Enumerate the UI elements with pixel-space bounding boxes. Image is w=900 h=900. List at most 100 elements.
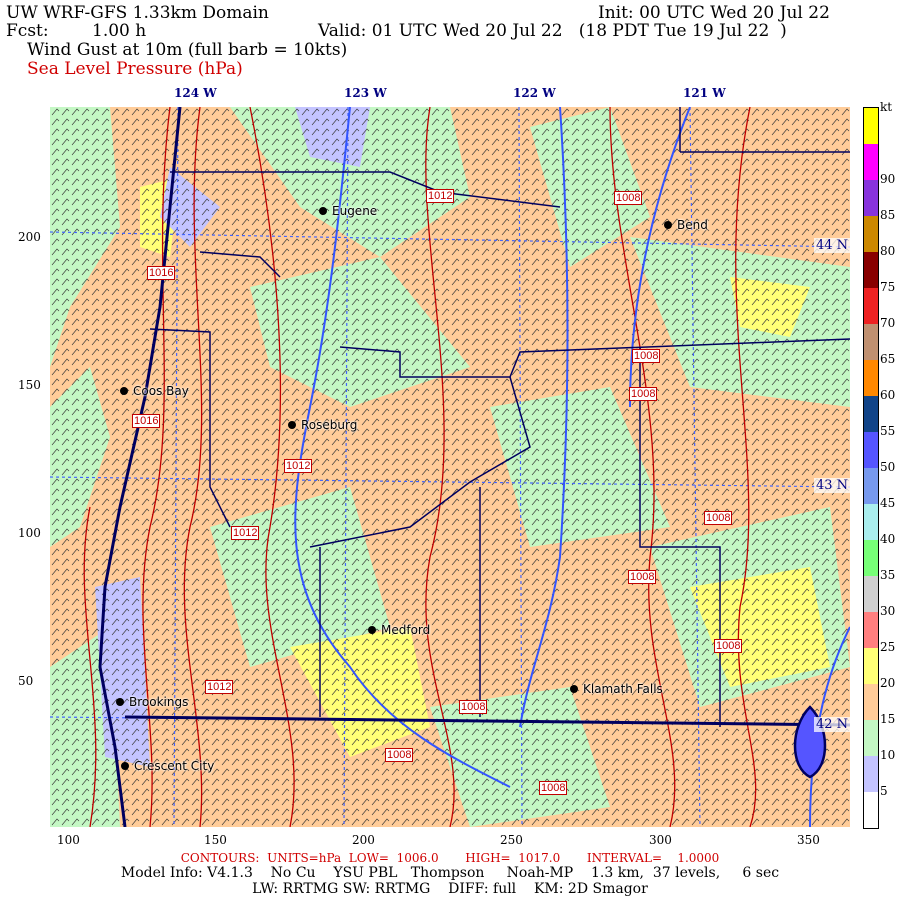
contour-label: 1008 xyxy=(704,511,733,525)
physics-info: LW: RRTMG SW: RRTMG DIFF: full KM: 2D Sm… xyxy=(252,881,648,897)
y-tick: 50 xyxy=(18,674,34,688)
contour-label: 1008 xyxy=(632,349,661,363)
colorbar-label: 20 xyxy=(880,676,896,690)
colorbar-label: 80 xyxy=(880,244,896,258)
contour-label: 1008 xyxy=(459,700,488,714)
contour-label: 1012 xyxy=(426,189,455,203)
colorbar-swatch xyxy=(864,288,878,324)
contour-label: 1016 xyxy=(147,266,176,280)
colorbar-label: 65 xyxy=(880,352,896,366)
colorbar xyxy=(863,107,879,829)
colorbar-swatch xyxy=(864,324,878,360)
colorbar-swatch xyxy=(864,468,878,504)
y-tick: 100 xyxy=(18,526,41,540)
contour-label: 1008 xyxy=(629,387,658,401)
city-marker xyxy=(368,626,376,634)
city-label: Crescent City xyxy=(134,759,215,773)
lon-label: 123 W xyxy=(344,86,387,100)
model-title: UW WRF-GFS 1.33km Domain xyxy=(6,3,269,23)
colorbar-swatch xyxy=(864,252,878,288)
colorbar-swatch xyxy=(864,180,878,216)
model-info: Model Info: V4.1.3 No Cu YSU PBL Thompso… xyxy=(120,865,780,881)
colorbar-label: 70 xyxy=(880,316,896,330)
city-marker xyxy=(116,698,124,706)
field-wind-gust: Wind Gust at 10m (full barb = 10kts) xyxy=(27,40,348,60)
colorbar-swatch xyxy=(864,108,878,144)
city-label: Eugene xyxy=(332,204,378,218)
colorbar-swatch xyxy=(864,144,878,180)
field-slp: Sea Level Pressure (hPa) xyxy=(27,59,243,79)
rivers xyxy=(294,107,850,827)
y-tick: 150 xyxy=(18,378,41,392)
city-label: Klamath Falls xyxy=(583,682,663,696)
county-borders xyxy=(149,107,850,727)
colorbar-label: 45 xyxy=(880,496,896,510)
colorbar-label: 30 xyxy=(880,604,896,618)
contour-label: 1012 xyxy=(205,680,234,694)
city-label: Roseburg xyxy=(301,418,358,432)
wind-barbs xyxy=(50,107,850,827)
colorbar-label: 35 xyxy=(880,568,896,582)
city-marker xyxy=(570,685,578,693)
colorbar-swatch xyxy=(864,612,878,648)
city-marker xyxy=(121,762,129,770)
contour-label: 1012 xyxy=(284,459,313,473)
map-plot xyxy=(50,107,850,827)
colorbar-unit: kt xyxy=(880,100,893,114)
colorbar-swatch xyxy=(864,540,878,576)
lat-label: 43 N xyxy=(814,478,851,493)
colorbar-swatch xyxy=(864,576,878,612)
colorbar-swatch xyxy=(864,504,878,540)
city-label: Brookings xyxy=(129,695,189,709)
contour-label: 1008 xyxy=(539,781,568,795)
x-tick: 350 xyxy=(797,833,820,847)
lon-label: 121 W xyxy=(683,86,726,100)
colorbar-label: 90 xyxy=(880,172,896,186)
colorbar-label: 25 xyxy=(880,640,896,654)
contour-info: CONTOURS: UNITS=hPa LOW= 1006.0 HIGH= 10… xyxy=(180,851,720,865)
colorbar-label: 50 xyxy=(880,460,896,474)
colorbar-label: 55 xyxy=(880,424,896,438)
x-tick: 300 xyxy=(649,833,672,847)
forecast-label: Fcst: xyxy=(6,21,49,41)
city-marker xyxy=(664,221,672,229)
lon-label: 122 W xyxy=(513,86,556,100)
city-label: Medford xyxy=(381,623,431,637)
city-marker xyxy=(319,207,327,215)
colorbar-swatch xyxy=(864,756,878,792)
lat-label: 42 N xyxy=(814,717,851,732)
pressure-contours xyxy=(83,107,757,827)
colorbar-label: 60 xyxy=(880,388,896,402)
colorbar-label: 10 xyxy=(880,748,896,762)
colorbar-swatch xyxy=(864,792,878,828)
colorbar-swatch xyxy=(864,216,878,252)
init-time: Init: 00 UTC Wed 20 Jul 22 xyxy=(598,3,830,23)
x-tick: 100 xyxy=(57,833,80,847)
colorbar-swatch xyxy=(864,396,878,432)
contour-label: 1016 xyxy=(132,414,161,428)
colorbar-label: 75 xyxy=(880,280,896,294)
contour-label: 1008 xyxy=(714,639,743,653)
x-tick: 150 xyxy=(204,833,227,847)
colorbar-swatch xyxy=(864,684,878,720)
colorbar-swatch xyxy=(864,360,878,396)
contour-label: 1008 xyxy=(628,570,657,584)
x-tick: 200 xyxy=(352,833,375,847)
colorbar-swatch xyxy=(864,648,878,684)
contour-label: 1008 xyxy=(614,191,643,205)
valid-time: Valid: 01 UTC Wed 20 Jul 22 (18 PDT Tue … xyxy=(318,21,787,41)
colorbar-label: 5 xyxy=(880,784,888,798)
colorbar-label: 85 xyxy=(880,208,896,222)
y-tick: 200 xyxy=(18,230,41,244)
city-marker xyxy=(288,421,296,429)
contour-label: 1012 xyxy=(231,526,260,540)
x-tick: 250 xyxy=(500,833,523,847)
city-label: Bend xyxy=(677,218,708,232)
colorbar-swatch xyxy=(864,432,878,468)
contour-label: 1008 xyxy=(385,748,414,762)
state-border xyxy=(124,715,850,727)
city-marker xyxy=(120,387,128,395)
colorbar-swatch xyxy=(864,720,878,756)
city-label: Coos Bay xyxy=(133,384,189,398)
